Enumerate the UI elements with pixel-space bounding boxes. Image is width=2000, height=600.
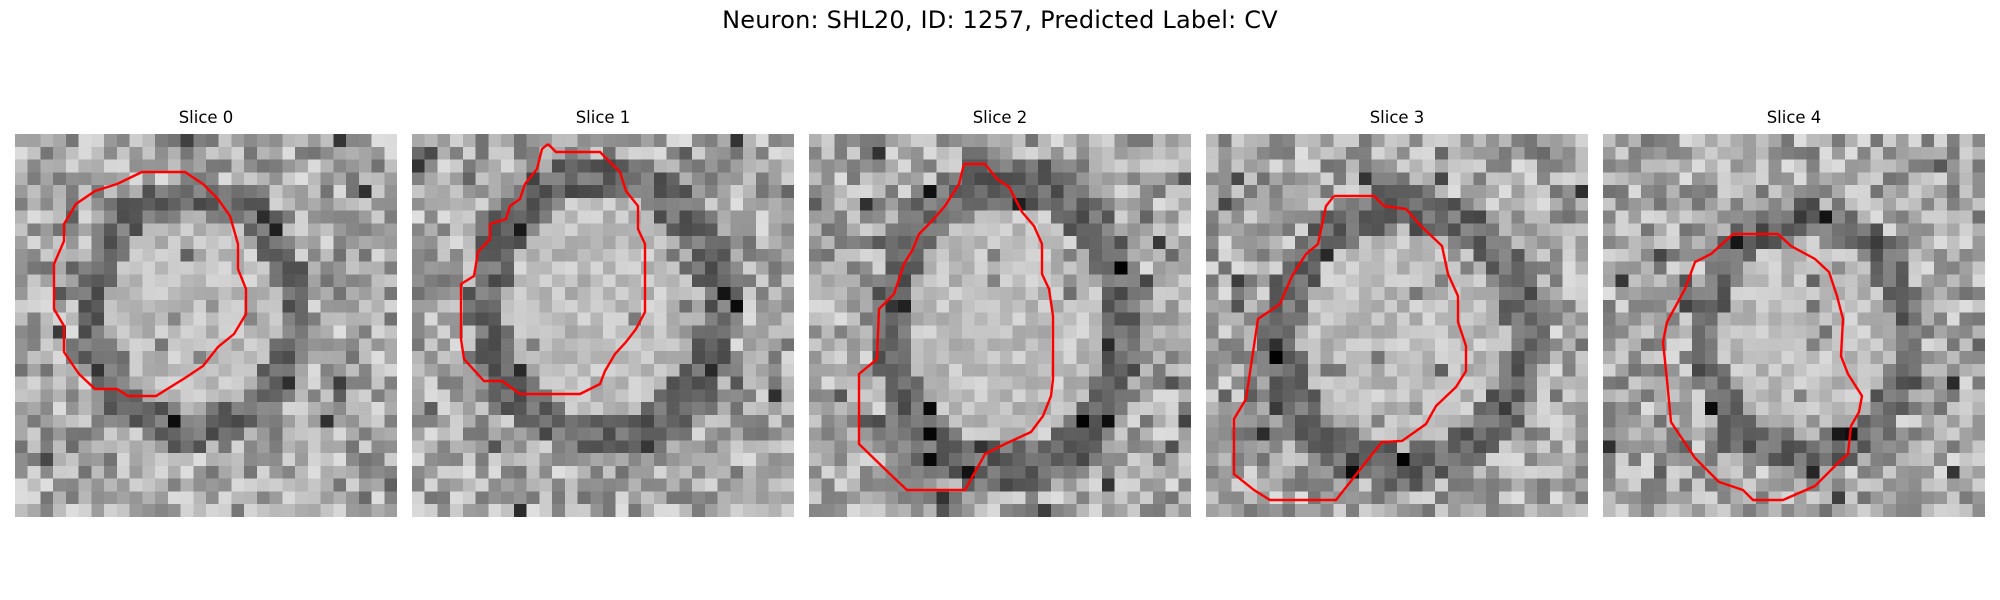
- microscopy-image-slice-1: [412, 134, 794, 517]
- contour-overlay-slice-3: [1232, 194, 1468, 502]
- microscopy-image-slice-3: [1206, 134, 1588, 517]
- contour-overlay-slice-2: [857, 162, 1055, 492]
- panel-title-slice-2: Slice 2: [972, 108, 1028, 127]
- figure-title: Neuron: SHL20, ID: 1257, Predicted Label…: [722, 6, 1278, 34]
- panel-title-slice-3: Slice 3: [1369, 108, 1425, 127]
- cell-contour-slice-3: [1232, 194, 1468, 502]
- cell-contour-slice-0: [52, 170, 248, 398]
- slice-panel-4: [1603, 134, 1985, 517]
- slice-panel-1: [412, 134, 794, 517]
- slice-panel-2: [809, 134, 1191, 517]
- microscopy-image-slice-0: [15, 134, 397, 517]
- cell-contour-slice-1: [459, 143, 647, 396]
- contour-overlay-slice-4: [1661, 232, 1864, 502]
- microscopy-image-slice-2: [809, 134, 1191, 517]
- contour-overlay-slice-0: [52, 170, 248, 398]
- cell-contour-slice-4: [1661, 232, 1864, 502]
- slice-panel-3: [1206, 134, 1588, 517]
- contour-overlay-slice-1: [459, 143, 647, 396]
- panel-title-slice-1: Slice 1: [575, 108, 631, 127]
- slice-panel-0: [15, 134, 397, 517]
- panel-title-slice-0: Slice 0: [178, 108, 234, 127]
- panel-title-slice-4: Slice 4: [1766, 108, 1822, 127]
- cell-contour-slice-2: [857, 162, 1055, 492]
